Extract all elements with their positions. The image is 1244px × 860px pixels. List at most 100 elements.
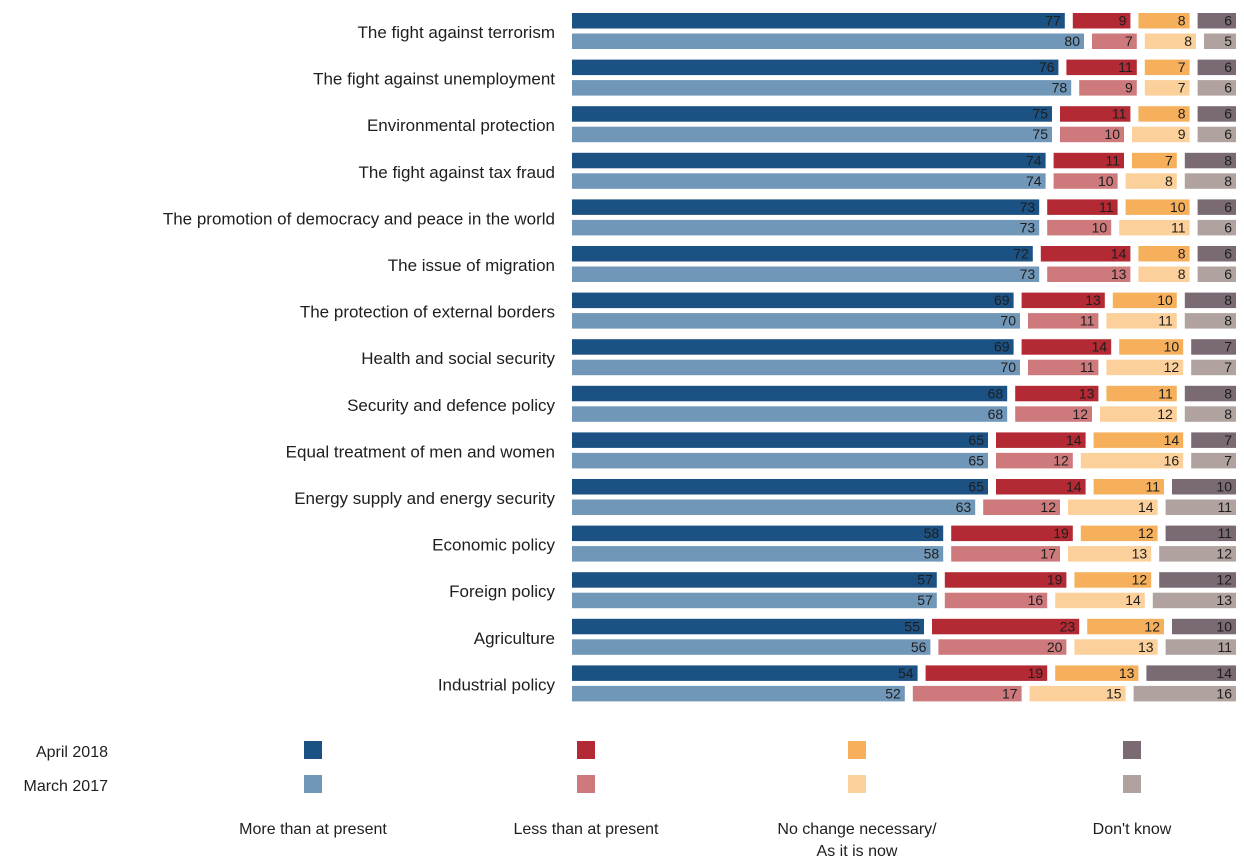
data-label: 11	[1080, 359, 1095, 375]
bar-less-than-at-present-april-2018	[1021, 292, 1105, 309]
data-label: 6	[1224, 13, 1232, 29]
data-label: 8	[1178, 13, 1186, 29]
data-label: 73	[1020, 266, 1036, 282]
data-label: 58	[924, 525, 940, 541]
bar-no-change-necessary-as-it-is-now-march-2017	[1080, 452, 1184, 469]
data-label: 11	[1118, 59, 1133, 75]
bar-less-than-at-present-april-2018	[996, 479, 1086, 495]
data-label: 55	[904, 618, 920, 634]
data-label: 7	[1178, 59, 1186, 75]
bar-no-change-necessary-as-it-is-now-march-2017	[1100, 406, 1177, 422]
bar-less-than-at-present-march-2017	[912, 685, 1022, 702]
bar-no-change-necessary-as-it-is-now-april-2018	[1106, 385, 1177, 402]
data-label: 12	[1216, 546, 1232, 562]
bar-more-than-at-present-april-2018	[572, 479, 988, 495]
data-label: 13	[1079, 385, 1095, 401]
bar-less-than-at-present-april-2018	[944, 572, 1067, 588]
bar-no-change-necessary-as-it-is-now-april-2018	[1093, 479, 1164, 495]
data-label: 11	[1112, 106, 1127, 122]
bar-no-change-necessary-as-it-is-now-april-2018	[1119, 339, 1184, 355]
bar-less-than-at-present-april-2018	[1053, 152, 1124, 169]
data-label: 8	[1224, 385, 1232, 401]
bar-less-than-at-present-april-2018	[932, 618, 1080, 635]
bar-don-t-know-march-2017	[1184, 173, 1236, 189]
bar-less-than-at-present-march-2017	[1079, 80, 1137, 96]
bar-don-t-know-march-2017	[1204, 33, 1236, 49]
bar-less-than-at-present-april-2018	[951, 525, 1073, 542]
bar-no-change-necessary-as-it-is-now-march-2017	[1106, 313, 1177, 329]
data-label: 54	[898, 665, 914, 681]
data-label: 11	[1158, 385, 1173, 401]
data-label: 8	[1224, 292, 1232, 308]
data-label: 7	[1178, 80, 1186, 96]
data-label: 12	[1053, 452, 1069, 468]
data-label: 7	[1165, 152, 1173, 168]
bar-more-than-at-present-april-2018	[572, 665, 918, 681]
bar-don-t-know-april-2018	[1197, 13, 1236, 29]
data-label: 11	[1105, 152, 1120, 168]
data-label: 80	[1064, 33, 1080, 49]
bar-no-change-necessary-as-it-is-now-march-2017	[1119, 219, 1190, 236]
bar-less-than-at-present-march-2017	[1060, 126, 1124, 143]
data-label: 20	[1047, 639, 1063, 655]
data-label: 13	[1085, 292, 1101, 308]
bar-more-than-at-present-april-2018	[572, 618, 924, 635]
bar-no-change-necessary-as-it-is-now-march-2017	[1138, 266, 1190, 282]
data-label: 12	[1216, 572, 1232, 588]
data-label: 68	[988, 406, 1004, 422]
legend-response-label: Don't know	[1093, 821, 1172, 838]
bar-no-change-necessary-as-it-is-now-march-2017	[1132, 126, 1190, 143]
bar-don-t-know-april-2018	[1197, 199, 1236, 215]
category-row-equal-treatment-of-men-and-women: Equal treatment of men and women 65 14 14 7 6…	[286, 432, 1236, 469]
data-label: 8	[1178, 246, 1186, 262]
data-label: 78	[1052, 80, 1068, 96]
legend-swatch-less-than-at-present-march-2017	[577, 775, 595, 793]
bar-less-than-at-present-march-2017	[951, 546, 1060, 562]
data-label: 12	[1157, 406, 1173, 422]
bar-don-t-know-april-2018	[1172, 618, 1236, 635]
bar-less-than-at-present-april-2018	[996, 432, 1086, 448]
data-label: 65	[968, 452, 984, 468]
bar-more-than-at-present-march-2017	[572, 173, 1046, 189]
category-label: Energy supply and energy security	[294, 489, 555, 508]
bar-less-than-at-present-march-2017	[944, 592, 1048, 609]
data-label: 68	[988, 385, 1004, 401]
data-label: 9	[1178, 126, 1186, 142]
data-label: 7	[1224, 452, 1232, 468]
data-label: 74	[1026, 173, 1042, 189]
category-row-health-and-social-security: Health and social security 69 14 10 7 70 11 12 7	[361, 339, 1236, 376]
category-label: Security and defence policy	[347, 396, 555, 415]
data-label: 16	[1028, 592, 1044, 608]
data-label: 57	[917, 572, 933, 588]
bar-don-t-know-april-2018	[1197, 59, 1236, 76]
bar-don-t-know-april-2018	[1159, 572, 1236, 588]
legend-series-label: April 2018	[36, 744, 108, 761]
bar-don-t-know-april-2018	[1191, 339, 1236, 355]
bar-no-change-necessary-as-it-is-now-april-2018	[1125, 199, 1190, 215]
bar-don-t-know-april-2018	[1172, 479, 1236, 495]
data-label: 17	[1040, 546, 1056, 562]
data-label: 16	[1216, 685, 1232, 701]
data-label: 14	[1164, 432, 1180, 448]
bar-don-t-know-april-2018	[1191, 432, 1236, 448]
bar-don-t-know-april-2018	[1146, 665, 1236, 681]
legend-swatch-more-than-at-present-april-2018	[304, 741, 322, 759]
bar-don-t-know-march-2017	[1152, 592, 1236, 609]
data-label: 6	[1224, 59, 1232, 75]
data-label: 6	[1224, 246, 1232, 262]
category-row-the-promotion-of-democracy-and-peace-in-the-world: The promotion of democracy and peace in …	[163, 199, 1236, 236]
data-label: 8	[1224, 152, 1232, 168]
data-label: 19	[1053, 525, 1069, 541]
bar-don-t-know-april-2018	[1184, 385, 1236, 402]
legend-response-label: More than at present	[239, 821, 387, 838]
bar-more-than-at-present-march-2017	[572, 80, 1072, 96]
data-label: 6	[1224, 199, 1232, 215]
bar-no-change-necessary-as-it-is-now-march-2017	[1144, 80, 1190, 96]
data-label: 8	[1178, 106, 1186, 122]
bar-don-t-know-march-2017	[1165, 499, 1236, 515]
data-label: 7	[1125, 33, 1133, 49]
data-label: 14	[1066, 479, 1082, 495]
bar-less-than-at-present-april-2018	[1015, 385, 1099, 402]
bar-don-t-know-march-2017	[1165, 639, 1236, 655]
